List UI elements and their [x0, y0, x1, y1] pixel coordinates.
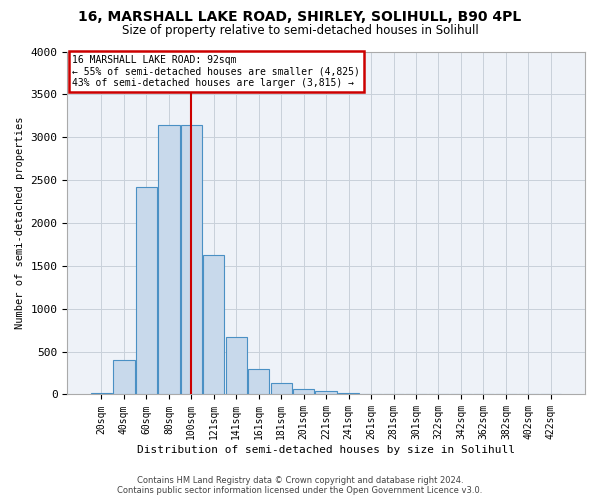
Bar [203, 254, 224, 394]
Bar [113, 360, 134, 394]
Bar [226, 337, 247, 394]
Bar [316, 390, 337, 394]
Bar [158, 125, 179, 394]
Text: Size of property relative to semi-detached houses in Solihull: Size of property relative to semi-detach… [122, 24, 478, 37]
Bar [338, 393, 359, 394]
Text: Contains HM Land Registry data © Crown copyright and database right 2024.
Contai: Contains HM Land Registry data © Crown c… [118, 476, 482, 495]
Text: 16, MARSHALL LAKE ROAD, SHIRLEY, SOLIHULL, B90 4PL: 16, MARSHALL LAKE ROAD, SHIRLEY, SOLIHUL… [79, 10, 521, 24]
X-axis label: Distribution of semi-detached houses by size in Solihull: Distribution of semi-detached houses by … [137, 445, 515, 455]
Bar [248, 368, 269, 394]
Y-axis label: Number of semi-detached properties: Number of semi-detached properties [15, 116, 25, 329]
Bar [293, 389, 314, 394]
Bar [271, 383, 292, 394]
Bar [181, 125, 202, 394]
Bar [91, 393, 112, 394]
Text: 16 MARSHALL LAKE ROAD: 92sqm
← 55% of semi-detached houses are smaller (4,825)
4: 16 MARSHALL LAKE ROAD: 92sqm ← 55% of se… [73, 55, 361, 88]
Bar [136, 187, 157, 394]
